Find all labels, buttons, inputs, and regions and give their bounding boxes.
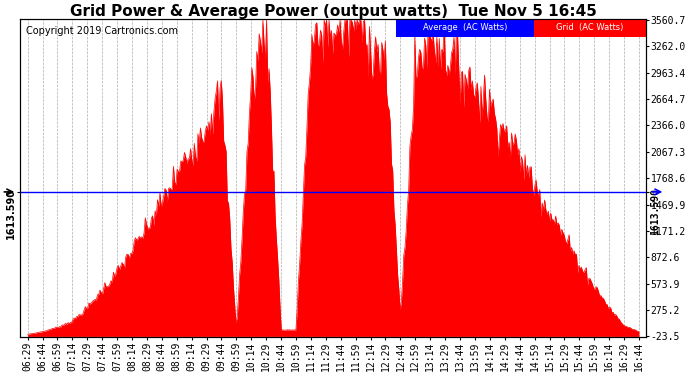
Text: Copyright 2019 Cartronics.com: Copyright 2019 Cartronics.com (26, 26, 179, 36)
Bar (396, 19, 533, 37)
Bar (533, 19, 647, 37)
Title: Grid Power & Average Power (output watts)  Tue Nov 5 16:45: Grid Power & Average Power (output watts… (70, 4, 597, 19)
Text: Average  (AC Watts): Average (AC Watts) (423, 23, 507, 32)
Text: Grid  (AC Watts): Grid (AC Watts) (556, 23, 624, 32)
